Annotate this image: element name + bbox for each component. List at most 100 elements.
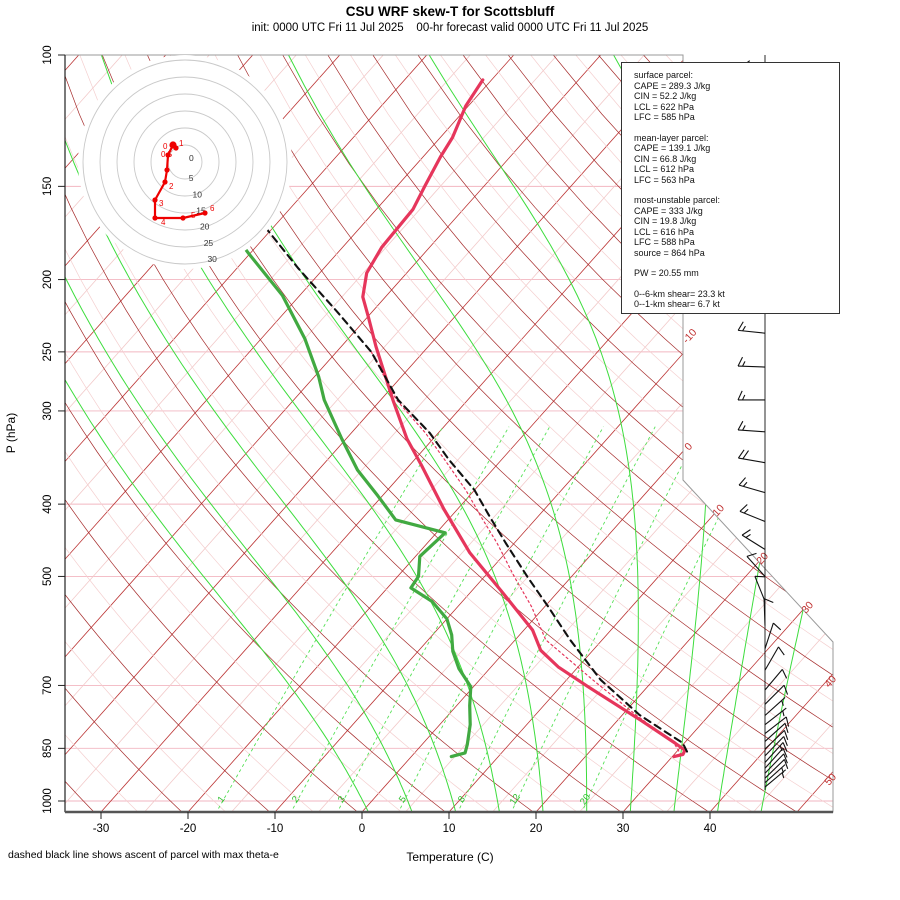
dry-adiabat-305 [65, 55, 668, 812]
barb-staff [764, 646, 779, 671]
y-tick-label-700: 700 [42, 676, 54, 695]
wind-barb-668 [764, 646, 785, 671]
wind-barb-932 [764, 759, 789, 779]
parcel-stat-line: LFC = 563 hPa [634, 174, 695, 185]
axis-ticks: -30 -20 -10 0 10 20 30 401001502002503004005007… [42, 45, 716, 835]
isotherm--10 [274, 55, 833, 812]
barb-half [742, 361, 746, 367]
isotherm-35 [666, 55, 833, 812]
parcel-stat-line: CIN = 52.2 J/kg [634, 91, 697, 101]
hodograph-point-label-4: 4 [161, 218, 166, 227]
isotherm--70 [65, 55, 428, 812]
mixing-ratio-line-2 [289, 426, 510, 812]
barb-staff [737, 365, 766, 368]
isotherm-edge-label-40: 40 [822, 673, 839, 690]
wind-barb-540 [754, 575, 766, 602]
mixing-ratio-line-12 [510, 426, 703, 812]
y-tick-label-400: 400 [42, 495, 54, 514]
barb-staff [746, 555, 766, 577]
mixing-ratio-line-1 [215, 426, 444, 812]
barb-staff [738, 429, 766, 433]
moist-adiabat-31 [428, 55, 639, 812]
wind-barb-236 [737, 321, 766, 334]
y-tick-label-100: 100 [42, 45, 54, 64]
hodograph-ring-label-30: 30 [207, 254, 217, 264]
parcel-info-box: surface parcel: CAPE = 289.3 J/kg CIN = 52… [621, 62, 840, 314]
mixing-ratio-labels: 1 2 3 5 8 12 20 [216, 792, 593, 807]
x-tick-label--30: -30 [93, 823, 110, 835]
barb-staff [754, 576, 766, 602]
barb-staff [764, 622, 774, 649]
moist-adiabat-21 [182, 55, 544, 812]
barb-full [737, 356, 744, 367]
dry-adiabat-250 [65, 55, 184, 812]
y-tick-label-200: 200 [42, 270, 54, 289]
wind-barb-768 [764, 697, 786, 716]
x-tick-label-0: 0 [359, 823, 365, 835]
isotherm-30 [622, 55, 833, 812]
barb-staff [764, 722, 786, 742]
dry-adiabat-365 [304, 55, 833, 812]
mixing-ratio-label-5: 5 [397, 794, 409, 805]
hodograph-point-label-1: 1 [179, 139, 184, 148]
barb-full [784, 723, 789, 734]
parcel-stat-line: CIN = 19.8 J/kg [634, 216, 697, 226]
hodograph-ring-10 [150, 127, 220, 197]
barb-full [772, 622, 782, 631]
hodograph-ring-30 [82, 59, 288, 265]
parcel-theta-e-curve [263, 225, 690, 755]
barb-full [763, 598, 774, 604]
parcel-stat-line: LFC = 585 hPa [634, 112, 695, 122]
dry-adiabat-375 [350, 55, 833, 812]
dry-adiabat-280 [65, 55, 448, 812]
mixing-ratio-label-3: 3 [336, 794, 348, 805]
barb-full [783, 753, 788, 764]
barb-full [742, 450, 749, 460]
isotherm--35 [65, 55, 732, 812]
dry-adiabat-270 [65, 55, 360, 812]
parcel-stat-line: LCL = 616 hPa [634, 226, 694, 237]
barb-half [745, 534, 751, 538]
parcel-section-2: most-unstable parcel: CAPE = 333 J/kg CIN … [634, 195, 839, 258]
barb-full [782, 748, 788, 758]
barb-full [781, 669, 788, 679]
isotherm--50 [65, 55, 602, 812]
hodograph-point-5 [180, 215, 186, 221]
isotherm-edge-label-20: 20 [754, 550, 771, 567]
mixing-ratio-line-5 [397, 426, 604, 812]
wind-barb-582 [763, 598, 774, 626]
barb-full [782, 742, 788, 752]
y-tick-label-150: 150 [42, 177, 54, 196]
hodograph-point-6 [202, 210, 208, 216]
isotherm--45 [65, 55, 645, 812]
isotherm-edge-label-0: 0 [682, 441, 695, 453]
barb-staff [763, 598, 766, 626]
hodograph-point-4 [152, 215, 158, 221]
mixing-ratio-label-1: 1 [216, 794, 228, 805]
dry-adiabat-340 [192, 55, 833, 812]
barb-half [781, 772, 785, 779]
barb-staff [739, 510, 766, 522]
wind-barb-870 [764, 736, 788, 757]
dry-adiabat-285 [65, 55, 492, 812]
dry-adiabat-295 [65, 55, 580, 812]
moist-adiabat-26 [288, 55, 588, 812]
x-axis-title: Temperature (C) [406, 850, 494, 864]
parcel-stat-line: LCL = 622 hPa [634, 101, 694, 112]
mixing-ratio-label-12: 12 [508, 792, 523, 807]
wind-barb-262 [737, 356, 766, 368]
x-tick-label-30: 30 [617, 823, 630, 835]
hodograph-ring-label-25: 25 [204, 238, 214, 248]
x-tick-label-20: 20 [530, 823, 543, 835]
barb-staff [764, 769, 787, 788]
page-title: CSU WRF skew-T for Scottsbluff [345, 4, 555, 19]
parcel-stat-line: LFC = 588 hPa [634, 237, 695, 247]
dry-adiabat-310 [65, 55, 712, 812]
wind-barb-918 [764, 753, 788, 774]
barb-staff [764, 716, 787, 734]
wind-barb-422 [739, 504, 766, 522]
y-axis-title: P (hPa) [4, 412, 18, 454]
y-tick-label-1000: 1000 [42, 788, 54, 814]
barb-staff [764, 753, 785, 774]
dry-adiabat-245 [65, 55, 140, 812]
